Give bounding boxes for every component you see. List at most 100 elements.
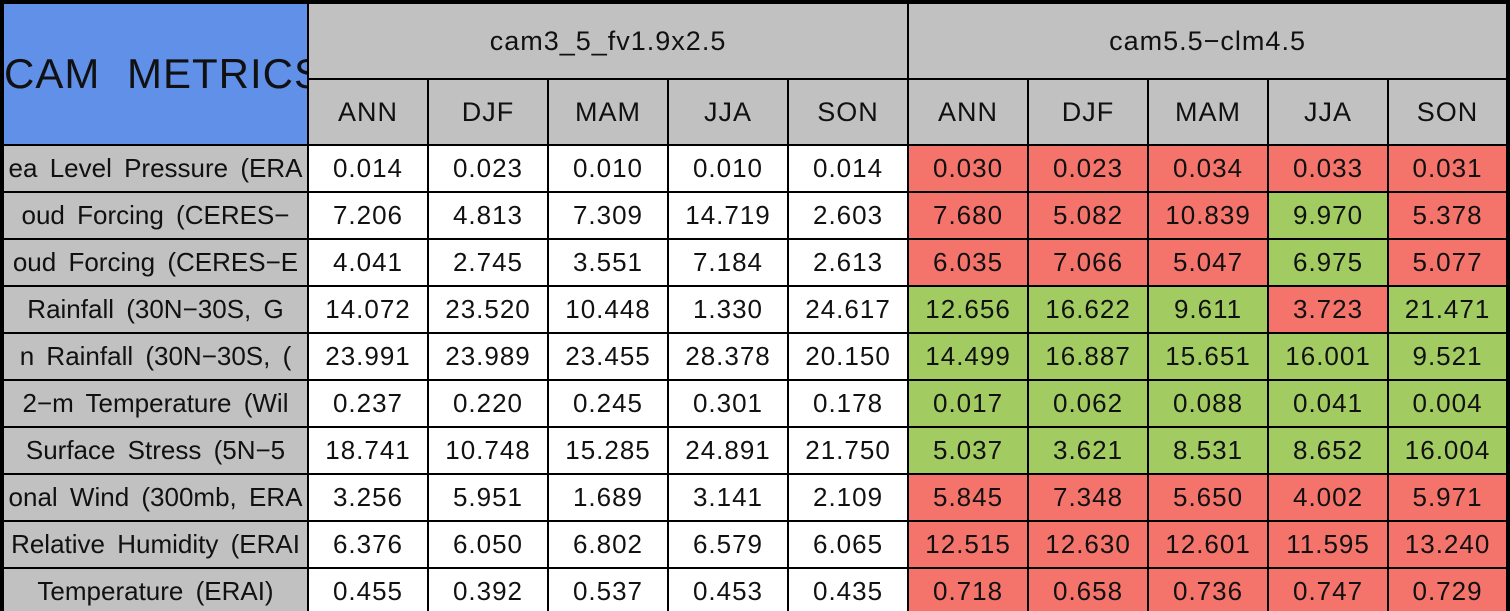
table-cell: 3.141 [667,473,789,522]
table-cell: 6.975 [1267,238,1390,287]
row-label: Relative Humidity (ERAI [1,520,309,569]
season-header-djf: DJF [427,78,549,146]
table-cell: 7.066 [1027,238,1150,287]
table-cell: 4.002 [1267,473,1390,522]
table-cell: 5.047 [1147,238,1270,287]
table-cell: 6.579 [667,520,789,569]
table-row: Rainfall (30N−30S, G 14.072 23.520 10.44… [1,285,1510,334]
table-cell: 20.150 [786,332,910,381]
table-cell: 0.041 [1267,379,1390,428]
table-cell: 9.521 [1387,332,1510,381]
table-cell: 0.010 [667,144,789,193]
row-label: ea Level Pressure (ERA [1,144,309,193]
table-cell: 6.050 [427,520,549,569]
table-cell: 5.378 [1387,191,1510,240]
row-label: oud Forcing (CERES−E [1,238,309,287]
table-cell: 16.004 [1387,426,1510,475]
table-cell: 2.745 [427,238,549,287]
table-cell: 15.651 [1147,332,1270,381]
table-cell: 0.237 [307,379,429,428]
table-cell: 0.658 [1027,567,1150,611]
table-cell: 0.033 [1267,144,1390,193]
table-cell: 0.014 [786,144,910,193]
season-header-ann: ANN [907,78,1030,146]
table-row: 2−m Temperature (Wil 0.237 0.220 0.245 0… [1,379,1510,428]
table-cell: 5.845 [907,473,1030,522]
table-title-cell: CAM METRICS [1,1,309,146]
table-cell: 0.747 [1267,567,1390,611]
table-row: Relative Humidity (ERAI 6.376 6.050 6.80… [1,520,1510,569]
table-cell: 6.376 [307,520,429,569]
table-cell: 0.023 [427,144,549,193]
table-cell: 2.109 [786,473,910,522]
table-cell: 16.001 [1267,332,1390,381]
season-header-row: ANN DJF MAM JJA SON ANN DJF MAM JJA SON [2,78,1510,146]
table-cell: 9.611 [1147,285,1270,334]
season-header-ann: ANN [307,78,429,146]
season-header-son: SON [786,78,910,146]
table-cell: 7.206 [307,191,429,240]
table-cell: 8.531 [1147,426,1270,475]
table-cell: 23.989 [427,332,549,381]
table-cell: 0.017 [907,379,1030,428]
model-header-row: CAM METRICS cam3_5_fv1.9x2.5 cam5.5−clm4… [1,1,1510,146]
table-cell: 14.499 [907,332,1030,381]
table-cell: 0.736 [1147,567,1270,611]
table-cell: 5.951 [427,473,549,522]
table-cell: 14.072 [307,285,429,334]
table-cell: 0.245 [547,379,669,428]
table-row: Surface Stress (5N−5 18.741 10.748 15.28… [1,426,1510,475]
table-cell: 11.595 [1267,520,1390,569]
row-label: Surface Stress (5N−5 [1,426,309,475]
page-title: CAM METRICS [4,50,307,97]
table-cell: 7.309 [547,191,669,240]
table-cell: 0.088 [1147,379,1270,428]
table-cell: 5.037 [907,426,1030,475]
table-cell: 10.448 [547,285,669,334]
table-cell: 0.435 [786,567,910,611]
table-row: oud Forcing (CERES−E 4.041 2.745 3.551 7… [1,238,1510,287]
table-cell: 12.601 [1147,520,1270,569]
table-cell: 3.723 [1267,285,1390,334]
table-cell: 10.839 [1147,191,1270,240]
season-header-jja: JJA [1267,78,1390,146]
table-cell: 0.301 [667,379,789,428]
table-cell: 7.184 [667,238,789,287]
table-cell: 12.656 [907,285,1030,334]
table-cell: 5.082 [1027,191,1150,240]
table-cell: 28.378 [667,332,789,381]
table-cell: 12.515 [907,520,1030,569]
table-row: n Rainfall (30N−30S, ( 23.991 23.989 23.… [1,332,1510,381]
table-cell: 5.077 [1387,238,1510,287]
season-header-son: SON [1387,78,1510,146]
table-cell: 2.613 [786,238,910,287]
table-cell: 2.603 [786,191,910,240]
table-cell: 24.891 [667,426,789,475]
table-cell: 4.813 [427,191,549,240]
table-cell: 0.062 [1027,379,1150,428]
table-cell: 1.689 [547,473,669,522]
row-label: 2−m Temperature (Wil [1,379,309,428]
table-cell: 6.802 [547,520,669,569]
table-cell: 0.004 [1387,379,1510,428]
table-cell: 0.031 [1387,144,1510,193]
table-cell: 8.652 [1267,426,1390,475]
table-cell: 6.035 [907,238,1030,287]
table-cell: 13.240 [1387,520,1510,569]
table-cell: 3.621 [1027,426,1150,475]
table-cell: 23.991 [307,332,429,381]
table-cell: 6.065 [786,520,910,569]
table-row: oud Forcing (CERES− 7.206 4.813 7.309 14… [1,191,1510,240]
row-label: n Rainfall (30N−30S, ( [1,332,309,381]
table-cell: 0.014 [307,144,429,193]
table-cell: 9.970 [1267,191,1390,240]
table-cell: 7.348 [1027,473,1150,522]
table-cell: 5.650 [1147,473,1270,522]
season-header-mam: MAM [547,78,669,146]
table-cell: 23.455 [547,332,669,381]
season-header-djf: DJF [1027,78,1150,146]
table-cell: 4.041 [307,238,429,287]
table-cell: 12.630 [1027,520,1150,569]
